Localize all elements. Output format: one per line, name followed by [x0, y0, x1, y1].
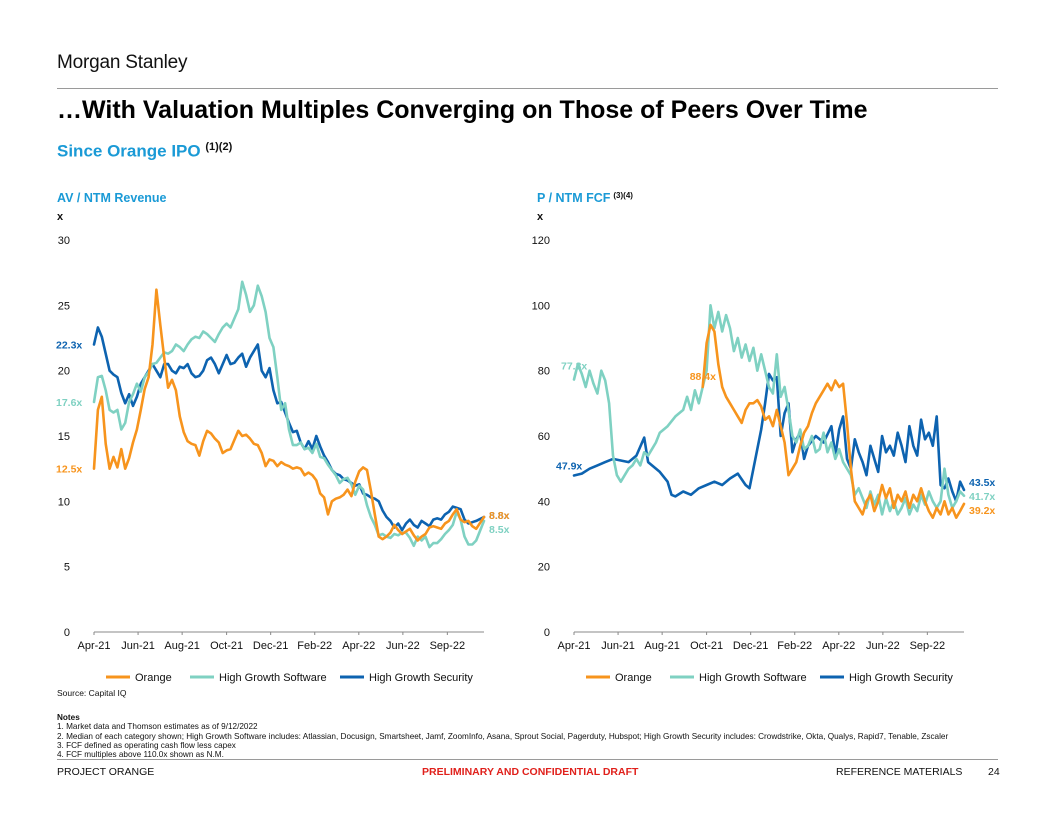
- x-tick-label: Dec-21: [253, 640, 288, 652]
- series-start-label-orange: 12.5x: [56, 464, 82, 476]
- x-tick-label: Apr-22: [342, 640, 375, 652]
- note-item: 4. FCF multiples above 110.0x shown as N…: [57, 750, 224, 760]
- bottom-divider: [57, 759, 998, 760]
- top-divider: [57, 88, 998, 89]
- chart-title-footnote-refs: (3)(4): [613, 191, 633, 200]
- y-tick-label: 20: [58, 366, 70, 378]
- y-tick-label: 60: [538, 431, 550, 443]
- series-end-label-orange: 8.8x: [489, 510, 510, 522]
- series-end-label-high-growth-software: 8.5x: [489, 524, 510, 536]
- series-start-label-high-growth-software: 17.6x: [56, 397, 82, 409]
- legend-label-orange: Orange: [615, 672, 652, 684]
- series-start-label-orange: 88.4x: [690, 371, 716, 383]
- y-unit-label: x: [537, 211, 544, 223]
- x-tick-label: Apr-22: [822, 640, 855, 652]
- x-tick-label: Dec-21: [733, 640, 768, 652]
- x-tick-label: Jun-21: [601, 640, 635, 652]
- legend-label-high-growth-security: High Growth Security: [369, 672, 473, 684]
- legend-label-orange: Orange: [135, 672, 172, 684]
- x-tick-label: Aug-21: [164, 640, 199, 652]
- footer-project-name: PROJECT ORANGE: [57, 766, 155, 778]
- legend-label-high-growth-software: High Growth Software: [699, 672, 807, 684]
- y-tick-label: 40: [538, 496, 550, 508]
- series-line-orange: [701, 323, 966, 519]
- notes-heading: Notes: [57, 713, 80, 722]
- subtitle-text: Since Orange IPO: [57, 141, 201, 161]
- series-line-high-growth-software: [572, 304, 966, 516]
- series-start-label-high-growth-security: 47.9x: [556, 461, 582, 473]
- footer-draft-label: PRELIMINARY AND CONFIDENTIAL DRAFT: [422, 766, 639, 778]
- x-tick-label: Oct-21: [210, 640, 243, 652]
- y-tick-label: 25: [58, 300, 70, 312]
- x-tick-label: Feb-22: [297, 640, 332, 652]
- legend-label-high-growth-security: High Growth Security: [849, 672, 953, 684]
- x-tick-label: Sep-22: [430, 640, 465, 652]
- series-end-label-high-growth-software: 41.7x: [969, 491, 995, 503]
- series-line-high-growth-software: [92, 280, 486, 549]
- chart-title: P / NTM FCF (3)(4): [537, 191, 633, 205]
- y-tick-label: 20: [538, 562, 550, 574]
- morgan-stanley-logo: Morgan Stanley: [57, 52, 188, 73]
- y-tick-label: 100: [532, 300, 550, 312]
- footer-section-label: REFERENCE MATERIALS: [836, 766, 963, 778]
- note-item: 3. FCF defined as operating cash flow le…: [57, 740, 236, 750]
- series-line-high-growth-security: [572, 372, 966, 503]
- series-line-orange: [92, 288, 486, 542]
- y-tick-label: 5: [64, 562, 70, 574]
- y-tick-label: 120: [532, 235, 550, 247]
- notes-block: Notes 1. Market data and Thomson estimat…: [57, 713, 948, 759]
- y-tick-label: 10: [58, 496, 70, 508]
- p-ntm-fcf-chart: P / NTM FCF (3)(4) x 0 20 40 60 80 100 120 Apr-21 J…: [532, 191, 996, 684]
- x-tick-label: Jun-21: [121, 640, 155, 652]
- x-tick-label: Apr-21: [77, 640, 110, 652]
- y-tick-label: 0: [544, 627, 550, 639]
- note-item: 2. Median of each category shown; High G…: [57, 731, 949, 741]
- x-tick-label: Aug-21: [644, 640, 679, 652]
- x-tick-label: Oct-21: [690, 640, 723, 652]
- y-tick-label: 30: [58, 235, 70, 247]
- series-end-label-orange: 39.2x: [969, 505, 995, 517]
- chart-title: AV / NTM Revenue: [57, 191, 167, 205]
- source-note: Source: Capital IQ: [57, 688, 127, 698]
- av-ntm-revenue-chart: AV / NTM Revenue x 0 5 10 15 20 25 30 Apr-21 Jun-2…: [56, 191, 510, 684]
- y-unit-label: x: [57, 211, 64, 223]
- x-tick-label: Feb-22: [777, 640, 812, 652]
- x-tick-label: Jun-22: [866, 640, 900, 652]
- y-tick-label: 15: [58, 431, 70, 443]
- series-end-label-high-growth-security: 43.5x: [969, 477, 995, 489]
- y-tick-label: 0: [64, 627, 70, 639]
- page-title: …With Valuation Multiples Converging on …: [57, 96, 868, 124]
- x-tick-label: Jun-22: [386, 640, 420, 652]
- y-tick-label: 80: [538, 366, 550, 378]
- series-end-label-high-growth-security: 8.8x: [489, 510, 510, 522]
- series-start-label-high-growth-software: 77.3x: [561, 360, 587, 372]
- note-item: 1. Market data and Thomson estimates as …: [57, 722, 258, 732]
- x-tick-label: Apr-21: [557, 640, 590, 652]
- page-number: 24: [988, 766, 1000, 778]
- x-tick-label: Sep-22: [910, 640, 945, 652]
- series-start-label-high-growth-security: 22.3x: [56, 340, 82, 352]
- legend-label-high-growth-software: High Growth Software: [219, 672, 327, 684]
- subtitle: Since Orange IPO (1)(2): [57, 141, 232, 162]
- subtitle-footnote-refs: (1)(2): [205, 141, 233, 153]
